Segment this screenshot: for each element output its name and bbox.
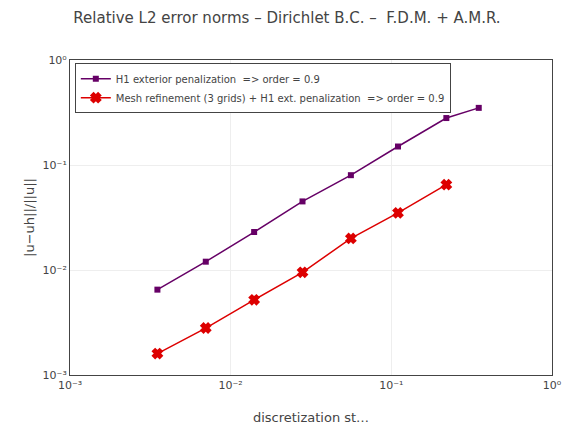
svg-text:10⁻³: 10⁻³	[58, 379, 82, 392]
svg-text:10⁻²: 10⁻²	[219, 379, 243, 392]
svg-text:10⁰: 10⁰	[543, 379, 562, 392]
svg-text:Relative L2 error norms – Diri: Relative L2 error norms – Dirichlet B.C.…	[73, 9, 500, 27]
svg-text:Mesh refinement (3 grids) + H1: Mesh refinement (3 grids) + H1 ext. pena…	[116, 93, 444, 104]
svg-text:10⁻³: 10⁻³	[43, 369, 67, 382]
svg-text:10⁻¹: 10⁻¹	[43, 159, 67, 172]
svg-text:10⁰: 10⁰	[48, 54, 67, 67]
svg-text:10⁻¹: 10⁻¹	[379, 379, 403, 392]
svg-text:discretization st…: discretization st…	[253, 410, 369, 425]
svg-text:|u−uh||/||u||: |u−uh||/||u||	[22, 178, 37, 257]
svg-text:H1 exterior penalization => o: H1 exterior penalization => order = 0.9	[116, 74, 320, 85]
svg-text:10⁻²: 10⁻²	[43, 264, 67, 277]
